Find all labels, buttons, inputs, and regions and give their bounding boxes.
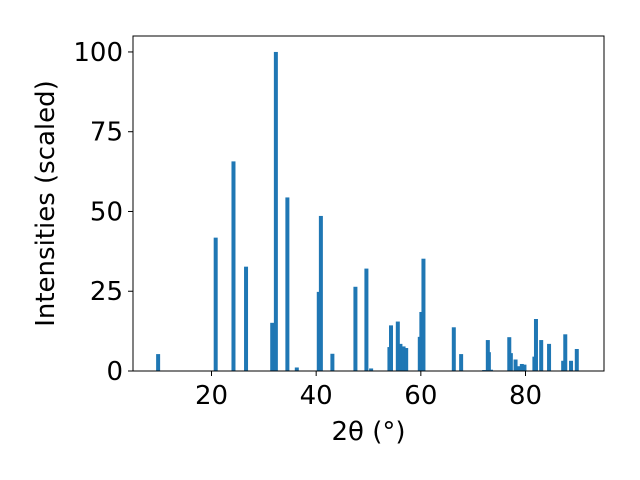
bar [451, 327, 456, 371]
bar [318, 215, 323, 371]
bar [404, 348, 409, 371]
bar [547, 343, 552, 371]
bar [244, 266, 249, 371]
bar [517, 366, 522, 371]
bar [270, 322, 275, 371]
bar [533, 319, 538, 371]
bar [508, 353, 513, 371]
x-axis-ticks: 20 40 60 80 [195, 371, 542, 411]
bar [459, 354, 464, 371]
y-axis-label: Intensities (scaled) [31, 80, 61, 327]
y-tick-label: 50 [90, 197, 123, 227]
bar [285, 197, 290, 371]
bar [522, 364, 527, 371]
x-tick-label: 20 [195, 381, 228, 411]
bar [539, 340, 544, 371]
x-tick-label: 60 [404, 381, 437, 411]
bar [561, 360, 566, 371]
bar [569, 360, 574, 371]
x-tick-label: 80 [509, 381, 542, 411]
bar [401, 346, 406, 371]
y-axis-ticks: 0 25 50 75 100 [73, 38, 133, 387]
plot-frame [132, 35, 605, 372]
bar [330, 353, 335, 371]
bar [488, 369, 493, 371]
y-tick-label: 100 [73, 38, 123, 68]
bar-series [156, 51, 579, 371]
bar [563, 334, 568, 371]
bar [398, 343, 403, 371]
x-tick-label: 40 [300, 381, 333, 411]
bar [574, 348, 579, 371]
y-tick-label: 25 [90, 277, 123, 307]
y-tick-label: 0 [106, 357, 123, 387]
bar [389, 325, 393, 371]
bar [294, 367, 299, 371]
bar [231, 161, 236, 371]
bar [519, 363, 524, 371]
x-axis-label: 2θ (°) [331, 417, 405, 447]
bar [419, 311, 424, 371]
bar [316, 291, 321, 371]
bar [421, 258, 426, 371]
bar [364, 268, 369, 371]
bar [353, 286, 358, 371]
bar [513, 359, 518, 371]
bar [273, 51, 278, 371]
bar [486, 352, 491, 371]
bar [213, 237, 218, 371]
y-tick-label: 75 [90, 118, 123, 148]
bar [395, 321, 400, 371]
bar [369, 368, 374, 371]
bar [156, 354, 161, 371]
